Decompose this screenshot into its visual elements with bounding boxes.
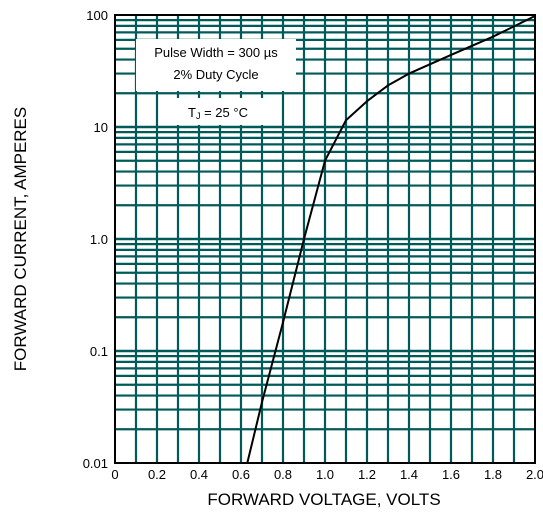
y-axis-label: FORWARD CURRENT, AMPERES: [11, 107, 30, 371]
x-axis-label: FORWARD VOLTAGE, VOLTS: [207, 490, 440, 509]
x-tick-label: 1.0: [316, 467, 334, 482]
x-tick-label: 0.8: [274, 467, 292, 482]
y-tick-label: 0.01: [83, 456, 108, 471]
tj-subscript: J: [196, 111, 201, 121]
x-tick-label: 0.2: [148, 467, 166, 482]
annotation-background-top: [136, 39, 296, 91]
x-tick-labels: 0 0.2 0.4 0.6 0.8 1.0 1.2 1.4 1.6 1.8 2.0: [111, 467, 543, 482]
x-tick-label: 0.6: [232, 467, 250, 482]
duty-cycle-note: 2% Duty Cycle: [173, 67, 258, 82]
junction-temperature-note: TJ = 25 °C: [188, 105, 248, 121]
x-tick-label: 1.6: [442, 467, 460, 482]
y-tick-label: 100: [86, 8, 108, 23]
forward-current-curve: [246, 15, 536, 464]
curve-series: [246, 15, 536, 464]
annotation-background-bottom: [172, 98, 264, 125]
x-tick-label: 2.0: [526, 467, 543, 482]
x-tick-label: 1.8: [484, 467, 502, 482]
x-tick-label: 0.4: [190, 467, 208, 482]
tj-value: = 25 °C: [200, 105, 247, 120]
y-tick-label: 0.1: [90, 344, 108, 359]
y-tick-label: 10: [94, 120, 108, 135]
x-tick-label: 0: [111, 467, 118, 482]
plot-frame: [114, 14, 536, 464]
x-tick-label: 1.4: [400, 467, 418, 482]
y-tick-label: 1.0: [90, 232, 108, 247]
x-tick-label: 1.2: [358, 467, 376, 482]
tj-symbol: T: [188, 105, 196, 120]
test-conditions-box: Pulse Width = 300 µs 2% Duty Cycle TJ = …: [136, 39, 296, 125]
pulse-width-note: Pulse Width = 300 µs: [154, 45, 278, 60]
y-tick-labels: 0.01 0.1 1.0 10 100: [83, 8, 108, 471]
